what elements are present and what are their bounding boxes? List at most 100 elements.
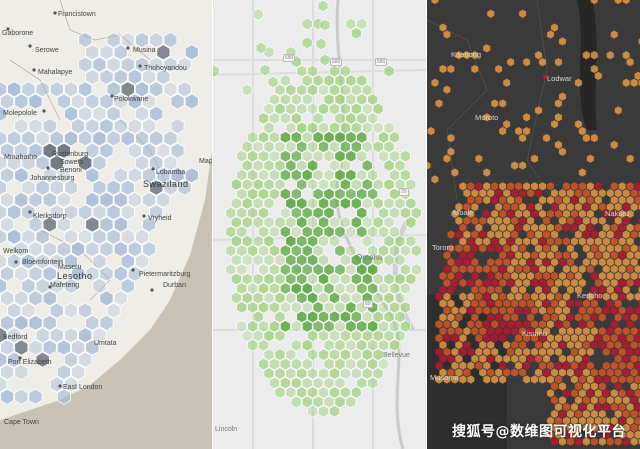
hexbin-cell [610, 402, 619, 412]
hexbin-cell [562, 402, 571, 412]
hexbin-cell [606, 368, 615, 378]
hexbin-cell [56, 241, 71, 258]
hexbin-cell [622, 243, 631, 253]
hexbin-cell [241, 253, 253, 267]
hexbin-cell [345, 263, 357, 276]
hexbin-cell [610, 209, 619, 219]
hexbin-cell [351, 348, 362, 361]
hexbin-cell [578, 305, 587, 316]
hexbin-cell [99, 290, 114, 307]
hexbin-cell [602, 292, 611, 302]
hexbin-cell [318, 121, 329, 135]
hexbin-cell [28, 339, 43, 356]
hexbin-cell [550, 381, 559, 391]
hexbin-cell [570, 361, 579, 371]
map-panel-south-africa[interactable]: Francistown Gaborone Serowe Mahalapye Mu… [0, 0, 212, 449]
hexbin-cell [383, 159, 395, 172]
hexbin-cell [474, 223, 483, 233]
hexbin-cell [618, 209, 627, 219]
map-panel-east-africa[interactable]: Kaabong Lodwar Moroto Mbale Tororo Musom… [427, 0, 640, 449]
hexbin-cell [378, 206, 389, 220]
hexbin-cell [149, 204, 164, 221]
hexbin-cell [307, 291, 318, 305]
hexbin-cell [474, 195, 483, 205]
hexbin-cell [451, 361, 459, 371]
hexbin-cell [345, 320, 357, 333]
hexbin-cell [466, 292, 475, 302]
city-marker [48, 285, 52, 289]
hexbin-cell [447, 354, 455, 364]
hexbin-cell [526, 202, 535, 212]
hexbin-cell [558, 437, 567, 447]
hexbin-cell [99, 118, 114, 135]
hexbin-cell [269, 187, 280, 201]
hexbin-cell [614, 299, 623, 309]
hexbin-cell [610, 140, 619, 150]
hexbin-cell [394, 272, 406, 286]
hexbin-cell [345, 244, 357, 257]
hexbin-cell [389, 150, 400, 163]
hexbin-cell [312, 395, 324, 409]
hexbin-cell [538, 374, 547, 385]
hexbin-cell [443, 250, 451, 260]
hexbin-cell [566, 437, 575, 447]
hexbin-cell [618, 264, 627, 274]
hexbin-cell [329, 197, 340, 210]
city-label: Kaabong [451, 50, 482, 59]
map-panel-omaha[interactable]: 680 680 680 29 80 Omaha Bellevue Lincoln [213, 0, 426, 449]
hexbin-cell [562, 319, 571, 329]
hexbin-cell [134, 105, 150, 122]
hexbin-cell [394, 197, 406, 210]
hexbin-cell [602, 361, 611, 371]
hexbin-cell [482, 305, 491, 316]
hexbin-cell [526, 257, 535, 267]
hexbin-cell [490, 292, 499, 302]
hexbin-cell [263, 178, 275, 191]
hexbin-cell [85, 44, 100, 61]
highway-shield: 680 [375, 58, 388, 66]
hexbin-cell [634, 347, 640, 357]
hexbin-cell [582, 395, 591, 405]
hexbin-cell [602, 223, 611, 233]
hexbin-cell [558, 354, 567, 364]
hexbin-cell [71, 118, 86, 135]
hexbin-cell [542, 230, 551, 240]
hexbin-cell [554, 292, 563, 302]
hexbin-cell [458, 292, 467, 302]
hexbin-cell [334, 112, 346, 125]
hexbin-cell [454, 354, 463, 364]
hexbin-cell [142, 167, 157, 184]
hexbin-cell [78, 228, 93, 245]
hexbin-cell [329, 121, 340, 135]
hexbin-cell [594, 181, 603, 191]
hexbin-cell [163, 154, 178, 172]
hexbin-cell [291, 206, 302, 220]
hexbin-cell [554, 278, 563, 288]
hexbin-cell [285, 121, 297, 135]
hexbin-cell [530, 374, 539, 385]
hexbin-cell [598, 202, 607, 212]
hexbin-cell [582, 216, 591, 226]
hexbin-cell [490, 333, 499, 343]
hexbin-cell [134, 253, 150, 270]
hexbin-cell [64, 327, 78, 344]
hexbin-cell [526, 188, 535, 198]
hexbin-cell [482, 236, 491, 247]
hexbin-cell [614, 381, 623, 391]
hexbin-cell [149, 154, 164, 172]
hexbin-cell [372, 102, 384, 116]
hexbin-cell [598, 216, 607, 226]
hexbin-cell [566, 354, 575, 364]
hexbin-cell [606, 188, 615, 198]
hexbin-cell [506, 223, 515, 233]
hexbin-cell [530, 319, 539, 329]
hexbin-cell [502, 119, 511, 129]
hexbin-cell [566, 243, 575, 253]
hexbin-cell [518, 299, 527, 309]
hexbin-cell [120, 228, 135, 245]
hexbin-cell [56, 167, 71, 184]
hexbin-cell [405, 178, 417, 191]
hexbin-cell [340, 216, 351, 229]
hexbin-cell [470, 64, 479, 74]
hexbin-cell [434, 361, 443, 371]
